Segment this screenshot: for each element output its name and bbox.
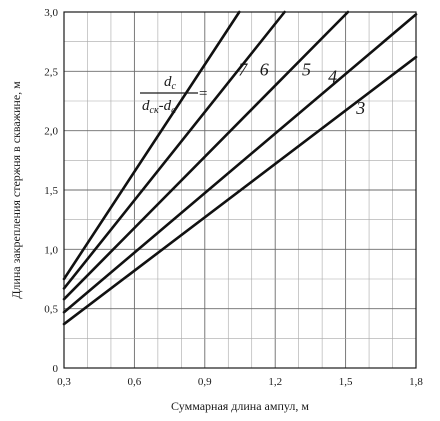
x-tick-label: 1,2 <box>268 376 282 388</box>
ratio-equals: = <box>198 86 208 102</box>
x-tick-label: 0,3 <box>57 376 71 388</box>
y-tick-label: 1,0 <box>44 244 58 256</box>
x-tick-label: 0,6 <box>128 376 142 388</box>
ratio-numerator: dc <box>164 74 177 92</box>
series-line-6 <box>62 10 286 290</box>
curve-label-6: 6 <box>260 59 269 79</box>
y-tick-label: 3,0 <box>44 7 58 19</box>
x-axis-title: Суммарная длина ампул, м <box>171 399 309 413</box>
x-tick-label: 1,5 <box>339 376 353 388</box>
y-tick-label: 0,5 <box>44 304 58 316</box>
series-line-4 <box>62 13 418 314</box>
y-tick-label: 1,5 <box>44 185 58 197</box>
curve-label-3: 3 <box>355 98 365 118</box>
y-tick-label: 2,0 <box>44 126 58 138</box>
tick-labels: 0,3 0,6 0,9 1,2 1,5 1,8 0 0,5 1,0 1,5 2,0 2,5 3,0 <box>44 7 423 388</box>
series-line-7 <box>62 10 241 281</box>
x-tick-label: 1,8 <box>409 376 423 388</box>
y-axis-title: Длина закрепления стержня в скважине, м <box>9 81 23 299</box>
series-lines <box>62 10 418 326</box>
curve-label-4: 4 <box>328 66 337 86</box>
ratio-denominator: dск-da <box>142 98 176 116</box>
y-tick-label: 0 <box>53 363 59 375</box>
plot-frame <box>63 11 417 369</box>
curve-label-5: 5 <box>302 59 311 79</box>
ratio-label: dc dск-da = <box>140 74 208 116</box>
series-line-5 <box>62 10 350 301</box>
y-tick-label: 2,5 <box>44 66 58 78</box>
x-tick-label: 0,9 <box>198 376 212 388</box>
series-line-3 <box>62 55 418 326</box>
curve-labels: 7 6 5 43 <box>238 59 365 118</box>
curve-label-7: 7 <box>238 59 248 79</box>
